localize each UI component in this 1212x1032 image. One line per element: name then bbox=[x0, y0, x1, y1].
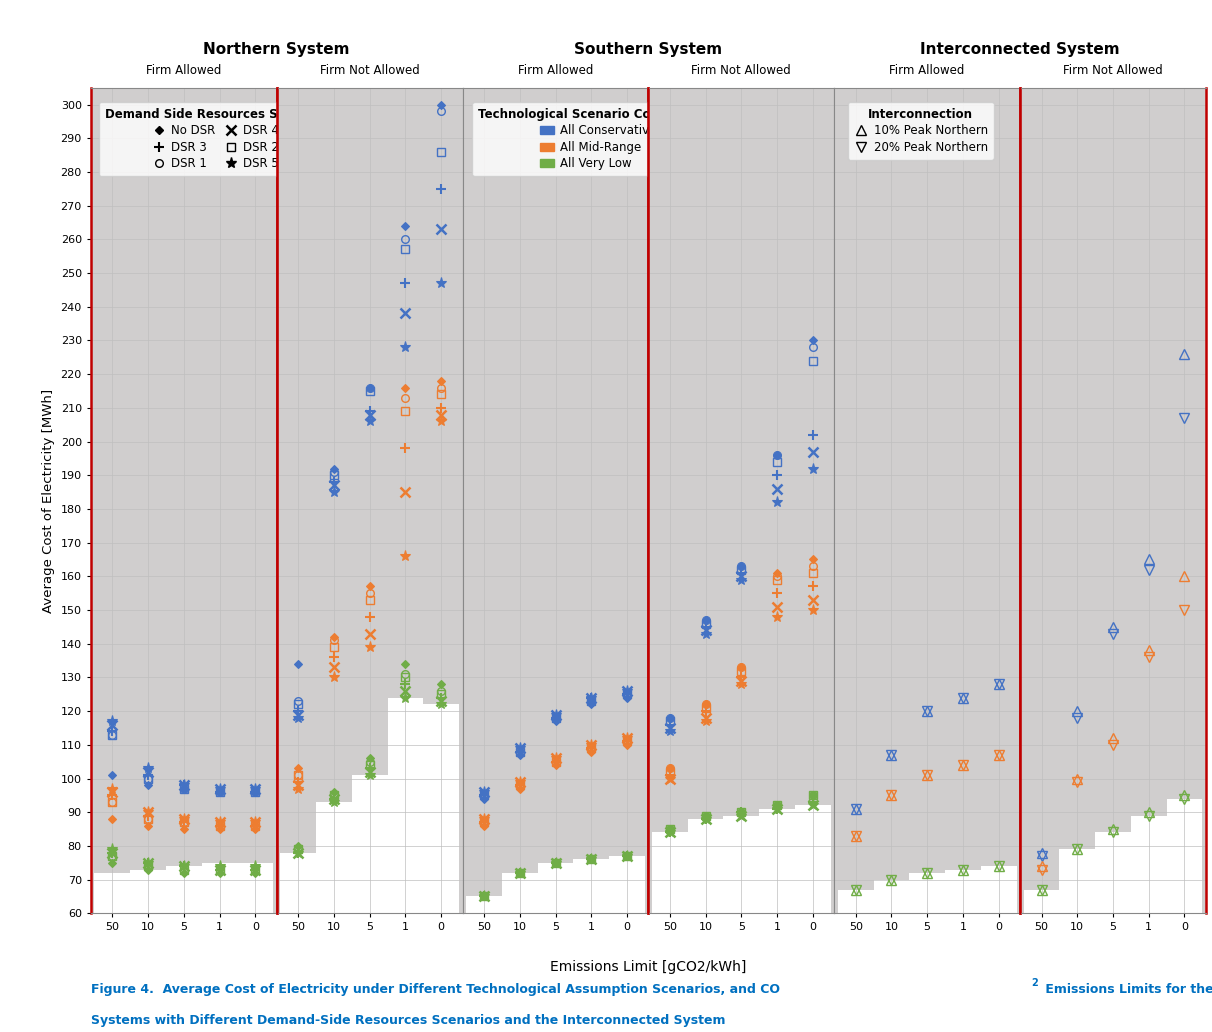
Bar bbox=[201, 863, 238, 913]
Text: Southern System: Southern System bbox=[574, 41, 722, 57]
Bar bbox=[502, 873, 538, 913]
Bar bbox=[423, 705, 459, 913]
Y-axis label: Average Cost of Electricity [MWh]: Average Cost of Electricity [MWh] bbox=[42, 388, 55, 613]
Text: Northern System: Northern System bbox=[204, 41, 350, 57]
Text: Systems with Different Demand-Side Resources Scenarios and the Interconnected Sy: Systems with Different Demand-Side Resou… bbox=[91, 1014, 726, 1028]
Bar bbox=[981, 866, 1017, 913]
Bar bbox=[467, 897, 502, 913]
Text: Figure 4.  Average Cost of Electricity under Different Technological Assumption : Figure 4. Average Cost of Electricity un… bbox=[91, 983, 779, 997]
Bar bbox=[95, 873, 130, 913]
Bar bbox=[795, 806, 830, 913]
Legend: 10% Peak Northern, 20% Peak Northern: 10% Peak Northern, 20% Peak Northern bbox=[847, 102, 994, 160]
Bar bbox=[388, 698, 423, 913]
Bar bbox=[909, 873, 945, 913]
Bar bbox=[1024, 890, 1059, 913]
Bar bbox=[238, 863, 273, 913]
Bar bbox=[538, 863, 573, 913]
Bar bbox=[573, 860, 610, 913]
Text: Interconnected System: Interconnected System bbox=[920, 41, 1120, 57]
Text: Emissions Limit [gCO2/kWh]: Emissions Limit [gCO2/kWh] bbox=[550, 960, 747, 974]
Text: Firm Not Allowed: Firm Not Allowed bbox=[1063, 64, 1162, 77]
Bar bbox=[351, 775, 388, 913]
Bar bbox=[610, 856, 645, 913]
Bar bbox=[837, 890, 874, 913]
Bar bbox=[687, 819, 724, 913]
Bar bbox=[874, 879, 909, 913]
Text: Firm Allowed: Firm Allowed bbox=[890, 64, 965, 77]
Text: Firm Not Allowed: Firm Not Allowed bbox=[320, 64, 419, 77]
Text: Firm Allowed: Firm Allowed bbox=[518, 64, 593, 77]
Bar bbox=[1167, 799, 1202, 913]
Bar bbox=[1096, 833, 1131, 913]
Text: Firm Allowed: Firm Allowed bbox=[147, 64, 222, 77]
Bar bbox=[1059, 849, 1096, 913]
Text: Emissions Limits for the Northern and Southern: Emissions Limits for the Northern and So… bbox=[1041, 983, 1212, 997]
Legend: No DSR, DSR 3, DSR 1, DSR 4, DSR 2, DSR 5: No DSR, DSR 3, DSR 1, DSR 4, DSR 2, DSR … bbox=[98, 102, 332, 176]
Text: 2: 2 bbox=[1031, 978, 1039, 989]
Bar bbox=[316, 802, 351, 913]
Bar bbox=[166, 866, 201, 913]
Bar bbox=[759, 809, 795, 913]
Legend: All Conservative, All Mid-Range, All Very Low: All Conservative, All Mid-Range, All Ver… bbox=[473, 102, 724, 176]
Bar bbox=[652, 833, 687, 913]
Bar bbox=[1131, 815, 1167, 913]
Bar bbox=[724, 815, 759, 913]
Bar bbox=[130, 870, 166, 913]
Text: Firm Not Allowed: Firm Not Allowed bbox=[692, 64, 791, 77]
Bar bbox=[280, 852, 316, 913]
Bar bbox=[945, 870, 981, 913]
